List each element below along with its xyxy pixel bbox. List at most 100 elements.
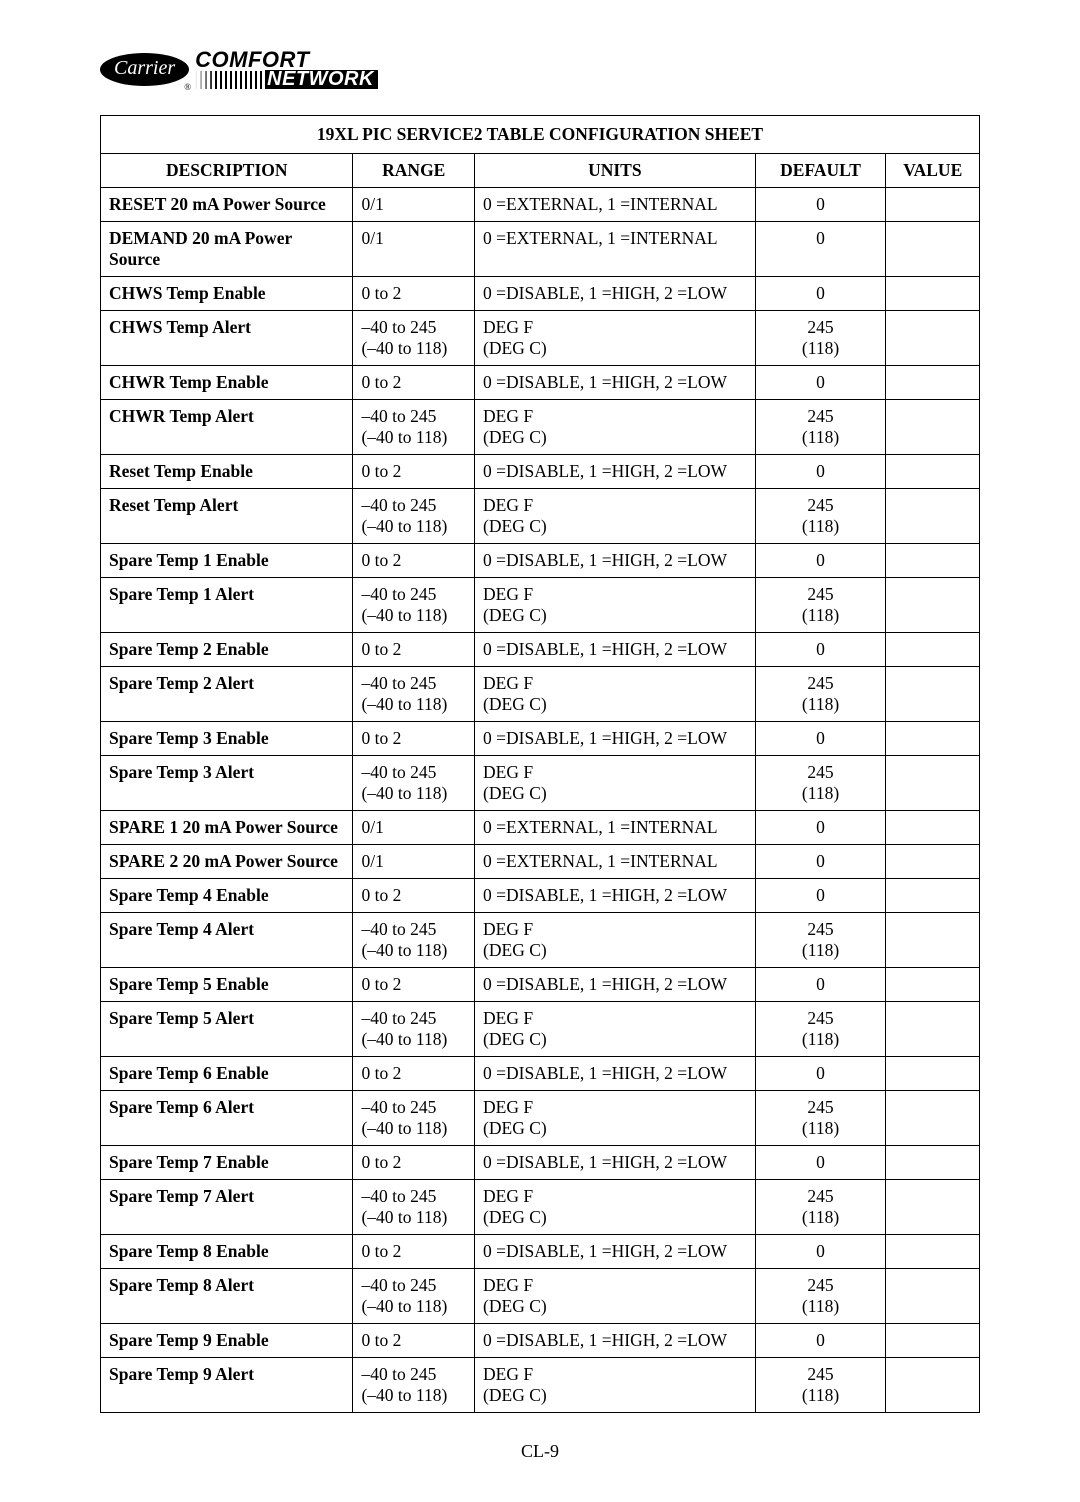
- cell-default: 0: [755, 633, 886, 667]
- cell-description: Spare Temp 4 Alert: [101, 913, 353, 968]
- cell-value: [886, 455, 980, 489]
- cell-units: 0 =EXTERNAL, 1 =INTERNAL: [475, 845, 756, 879]
- cell-default: 245 (118): [755, 578, 886, 633]
- cell-value: [886, 1146, 980, 1180]
- cell-units: DEG F (DEG C): [475, 756, 756, 811]
- cell-value: [886, 667, 980, 722]
- cell-range: 0/1: [353, 222, 475, 277]
- cell-description: Reset Temp Enable: [101, 455, 353, 489]
- table-row: Spare Temp 3 Alert–40 to 245 (–40 to 118…: [101, 756, 980, 811]
- cell-range: 0 to 2: [353, 633, 475, 667]
- cell-default: 0: [755, 722, 886, 756]
- table-row: Spare Temp 3 Enable0 to 20 =DISABLE, 1 =…: [101, 722, 980, 756]
- cell-units: 0 =DISABLE, 1 =HIGH, 2 =LOW: [475, 968, 756, 1002]
- cell-range: –40 to 245 (–40 to 118): [353, 311, 475, 366]
- cell-range: –40 to 245 (–40 to 118): [353, 489, 475, 544]
- cell-default: 0: [755, 1235, 886, 1269]
- cell-range: –40 to 245 (–40 to 118): [353, 1180, 475, 1235]
- cell-units: DEG F (DEG C): [475, 1180, 756, 1235]
- cell-value: [886, 400, 980, 455]
- cell-default: 0: [755, 879, 886, 913]
- cell-units: 0 =DISABLE, 1 =HIGH, 2 =LOW: [475, 879, 756, 913]
- cell-range: 0 to 2: [353, 1057, 475, 1091]
- cell-units: DEG F (DEG C): [475, 400, 756, 455]
- cell-default: 0: [755, 968, 886, 1002]
- cell-units: 0 =DISABLE, 1 =HIGH, 2 =LOW: [475, 1057, 756, 1091]
- header-units: UNITS: [475, 154, 756, 188]
- cell-description: Spare Temp 7 Alert: [101, 1180, 353, 1235]
- table-row: CHWS Temp Alert–40 to 245 (–40 to 118)DE…: [101, 311, 980, 366]
- cell-units: 0 =DISABLE, 1 =HIGH, 2 =LOW: [475, 1146, 756, 1180]
- cell-units: DEG F (DEG C): [475, 913, 756, 968]
- cell-value: [886, 188, 980, 222]
- cell-units: 0 =DISABLE, 1 =HIGH, 2 =LOW: [475, 455, 756, 489]
- cell-default: 245 (118): [755, 400, 886, 455]
- cell-default: 245 (118): [755, 1180, 886, 1235]
- cell-default: 0: [755, 1324, 886, 1358]
- table-row: Spare Temp 8 Alert–40 to 245 (–40 to 118…: [101, 1269, 980, 1324]
- cell-description: CHWR Temp Alert: [101, 400, 353, 455]
- cell-value: [886, 968, 980, 1002]
- cell-value: [886, 311, 980, 366]
- cell-range: –40 to 245 (–40 to 118): [353, 913, 475, 968]
- table-row: Spare Temp 9 Alert–40 to 245 (–40 to 118…: [101, 1358, 980, 1413]
- cell-description: CHWS Temp Alert: [101, 311, 353, 366]
- cell-value: [886, 366, 980, 400]
- table-row: DEMAND 20 mA Power Source0/10 =EXTERNAL,…: [101, 222, 980, 277]
- cell-value: [886, 544, 980, 578]
- cell-default: 0: [755, 811, 886, 845]
- cell-default: 245 (118): [755, 913, 886, 968]
- cell-units: DEG F (DEG C): [475, 1002, 756, 1057]
- cell-units: DEG F (DEG C): [475, 578, 756, 633]
- cell-value: [886, 756, 980, 811]
- table-row: SPARE 1 20 mA Power Source0/10 =EXTERNAL…: [101, 811, 980, 845]
- cell-range: 0 to 2: [353, 544, 475, 578]
- cell-value: [886, 1180, 980, 1235]
- cell-value: [886, 578, 980, 633]
- table-row: Spare Temp 8 Enable0 to 20 =DISABLE, 1 =…: [101, 1235, 980, 1269]
- cell-description: Spare Temp 6 Enable: [101, 1057, 353, 1091]
- cell-range: –40 to 245 (–40 to 118): [353, 1091, 475, 1146]
- cell-default: 0: [755, 277, 886, 311]
- cell-range: –40 to 245 (–40 to 118): [353, 1358, 475, 1413]
- cell-description: Spare Temp 1 Alert: [101, 578, 353, 633]
- cell-description: Spare Temp 7 Enable: [101, 1146, 353, 1180]
- header-description: DESCRIPTION: [101, 154, 353, 188]
- cell-value: [886, 277, 980, 311]
- cell-default: 245 (118): [755, 1269, 886, 1324]
- table-row: Spare Temp 9 Enable0 to 20 =DISABLE, 1 =…: [101, 1324, 980, 1358]
- cell-description: RESET 20 mA Power Source: [101, 188, 353, 222]
- cell-description: Spare Temp 5 Enable: [101, 968, 353, 1002]
- logo-line2-row: NETWORK: [195, 70, 378, 89]
- header-range: RANGE: [353, 154, 475, 188]
- page-footer: CL-9: [100, 1441, 980, 1462]
- cell-units: 0 =DISABLE, 1 =HIGH, 2 =LOW: [475, 1324, 756, 1358]
- cell-default: 0: [755, 1146, 886, 1180]
- cell-units: 0 =EXTERNAL, 1 =INTERNAL: [475, 811, 756, 845]
- table-row: Spare Temp 5 Alert–40 to 245 (–40 to 118…: [101, 1002, 980, 1057]
- cell-description: Spare Temp 2 Alert: [101, 667, 353, 722]
- table-row: Spare Temp 7 Alert–40 to 245 (–40 to 118…: [101, 1180, 980, 1235]
- cell-description: CHWR Temp Enable: [101, 366, 353, 400]
- table-row: Spare Temp 2 Alert–40 to 245 (–40 to 118…: [101, 667, 980, 722]
- cell-units: 0 =DISABLE, 1 =HIGH, 2 =LOW: [475, 633, 756, 667]
- table-row: CHWR Temp Enable0 to 20 =DISABLE, 1 =HIG…: [101, 366, 980, 400]
- table-row: Spare Temp 2 Enable0 to 20 =DISABLE, 1 =…: [101, 633, 980, 667]
- cell-default: 0: [755, 366, 886, 400]
- cell-default: 245 (118): [755, 1358, 886, 1413]
- cell-range: 0 to 2: [353, 366, 475, 400]
- cell-default: 0: [755, 544, 886, 578]
- cell-description: Spare Temp 4 Enable: [101, 879, 353, 913]
- cell-value: [886, 1057, 980, 1091]
- cell-description: Reset Temp Alert: [101, 489, 353, 544]
- cell-default: 0: [755, 455, 886, 489]
- cell-description: Spare Temp 5 Alert: [101, 1002, 353, 1057]
- table-row: Spare Temp 1 Alert–40 to 245 (–40 to 118…: [101, 578, 980, 633]
- cell-units: 0 =DISABLE, 1 =HIGH, 2 =LOW: [475, 722, 756, 756]
- table-row: Spare Temp 6 Alert–40 to 245 (–40 to 118…: [101, 1091, 980, 1146]
- table-row: CHWR Temp Alert–40 to 245 (–40 to 118)DE…: [101, 400, 980, 455]
- cell-description: Spare Temp 2 Enable: [101, 633, 353, 667]
- table-row: SPARE 2 20 mA Power Source0/10 =EXTERNAL…: [101, 845, 980, 879]
- cell-range: –40 to 245 (–40 to 118): [353, 400, 475, 455]
- table-row: Spare Temp 6 Enable0 to 20 =DISABLE, 1 =…: [101, 1057, 980, 1091]
